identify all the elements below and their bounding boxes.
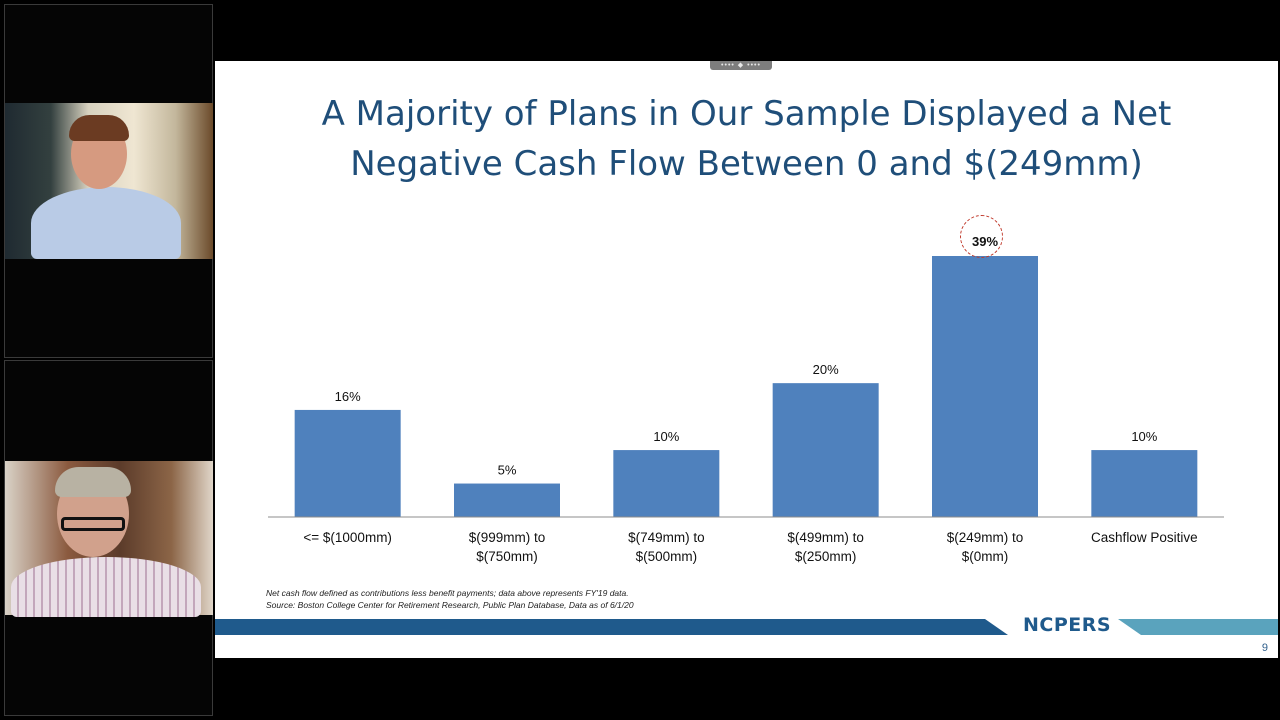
slide-title-line-1: A Majority of Plans in Our Sample Displa… (321, 94, 1172, 134)
participant-video-tile[interactable] (4, 360, 213, 716)
bar (772, 383, 879, 517)
footnote-line-2: Source: Boston College Center for Retire… (266, 600, 634, 610)
brand-bar-dark (215, 619, 1008, 635)
bar (1091, 450, 1198, 517)
footnote-line-1: Net cash flow defined as contributions l… (266, 588, 629, 598)
drag-handle-icon[interactable]: •••• ◆ •••• (710, 61, 772, 70)
slide-title: A Majority of Plans in Our Sample Displa… (275, 89, 1218, 189)
category-label: Cashflow Positive (1091, 530, 1198, 545)
bar (454, 483, 560, 517)
brand-bar-light (1118, 619, 1278, 635)
bar-chart: 16% <= $(1000mm) 5% $(999mm) to $(750mm) 10% $… (268, 234, 1224, 564)
participant-video-tile[interactable] (4, 4, 213, 358)
brand-bar (215, 619, 1278, 635)
category-label: <= $(1000mm) (303, 530, 392, 545)
shared-slide: •••• ◆ •••• A Majority of Plans in Our S… (215, 61, 1278, 658)
data-label: 10% (1131, 429, 1157, 444)
highlight-callout-circle (960, 215, 1003, 258)
data-label: 20% (813, 362, 839, 377)
category-label: $(999mm) to (469, 530, 546, 545)
category-label: $(749mm) to (628, 530, 705, 545)
person-hair (69, 115, 129, 141)
participant-camera-feed (5, 103, 213, 259)
category-label: $(249mm) to (947, 530, 1024, 545)
participant-camera-feed (5, 461, 213, 617)
bar (932, 256, 1038, 517)
bar (613, 450, 720, 517)
bar (294, 409, 401, 517)
category-label: $(0mm) (962, 549, 1009, 564)
data-label: 16% (335, 389, 361, 404)
person-body (31, 187, 181, 259)
slide-title-line-2: Negative Cash Flow Between 0 and $(249mm… (350, 144, 1143, 184)
ncpers-logo: NCPERS (1023, 614, 1112, 636)
category-label: $(499mm) to (787, 530, 864, 545)
person-hair (55, 467, 131, 497)
data-label: 10% (653, 429, 679, 444)
category-label: $(750mm) (476, 549, 538, 564)
category-label: $(500mm) (636, 549, 698, 564)
glasses (61, 517, 125, 531)
page-number: 9 (1261, 642, 1268, 654)
person-body (11, 557, 201, 617)
footnote: Net cash flow defined as contributions l… (266, 587, 866, 611)
data-label: 5% (498, 463, 517, 478)
category-label: $(250mm) (795, 549, 857, 564)
